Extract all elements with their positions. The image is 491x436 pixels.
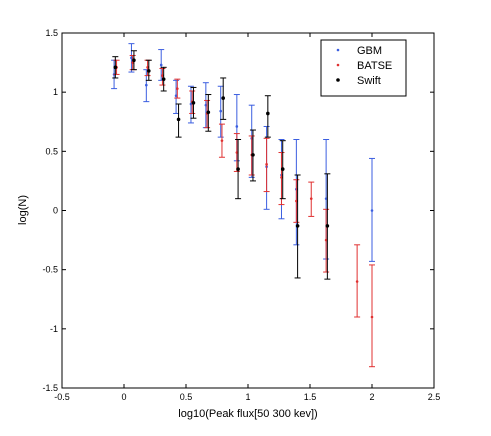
data-point [191, 101, 196, 105]
legend-label: BATSE [357, 60, 392, 72]
x-tick-label: -0.5 [54, 392, 70, 402]
data-point [295, 224, 300, 228]
data-point [159, 63, 163, 67]
data-point [147, 69, 151, 73]
data-point [220, 139, 224, 142]
x-tick-label: 1.5 [304, 392, 317, 402]
data-point [295, 199, 298, 203]
y-tick-label: 0.5 [45, 146, 58, 156]
data-point [145, 83, 148, 87]
data-point [219, 109, 223, 113]
x-tick-label: 2 [369, 392, 374, 402]
series-swift [112, 50, 331, 280]
data-point [174, 94, 178, 98]
data-point [370, 315, 374, 319]
data-point [266, 111, 270, 116]
legend-marker [336, 78, 340, 82]
data-point [176, 117, 181, 122]
data-point [235, 125, 239, 128]
series-group [111, 43, 375, 368]
data-point [324, 197, 328, 200]
data-point [251, 153, 255, 157]
data-point [235, 151, 239, 154]
legend-marker [336, 63, 340, 67]
data-point [131, 61, 134, 64]
legend: GBM BATSE Swift [320, 39, 407, 97]
y-tick-label: -1 [50, 324, 58, 334]
data-point [161, 74, 164, 77]
data-point [280, 167, 285, 171]
legend-label: Swift [357, 75, 381, 87]
data-point [370, 209, 374, 212]
data-point [132, 58, 136, 63]
data-point [324, 238, 328, 242]
data-point [355, 280, 359, 283]
axis-ticks: -0.5 0 0.5 1 1.5 2 2.5 -1.5 -1 -0.5 0 0.5 1 1.5 [42, 28, 440, 402]
legend-box [320, 39, 407, 97]
data-point [204, 103, 208, 107]
data-point [189, 102, 193, 106]
legend-label: GBM [357, 45, 382, 57]
data-point [265, 163, 268, 166]
y-tick-label: -1.5 [42, 383, 58, 393]
data-point [130, 56, 133, 60]
y-tick-label: 1 [53, 87, 58, 97]
y-tick-label: -0.5 [42, 265, 58, 275]
data-point [236, 167, 240, 171]
data-point [206, 110, 211, 115]
data-point [309, 197, 313, 200]
x-axis-label: log10(Peak flux[50 300 kev]) [178, 408, 317, 420]
x-tick-label: 0.5 [180, 392, 193, 402]
x-tick-label: 1 [245, 392, 250, 402]
data-point [325, 224, 330, 228]
data-point [113, 65, 118, 70]
data-point [176, 87, 179, 90]
x-tick-label: 0 [121, 392, 126, 402]
y-tick-label: 1.5 [45, 28, 58, 38]
data-point [146, 66, 149, 69]
x-tick-label: 2.5 [428, 392, 441, 402]
data-point [161, 77, 166, 81]
data-point [221, 96, 225, 100]
data-point [280, 176, 283, 179]
y-tick-label: 0 [53, 206, 58, 216]
legend-marker [336, 48, 340, 52]
y-axis-label: log(N) [17, 195, 29, 225]
